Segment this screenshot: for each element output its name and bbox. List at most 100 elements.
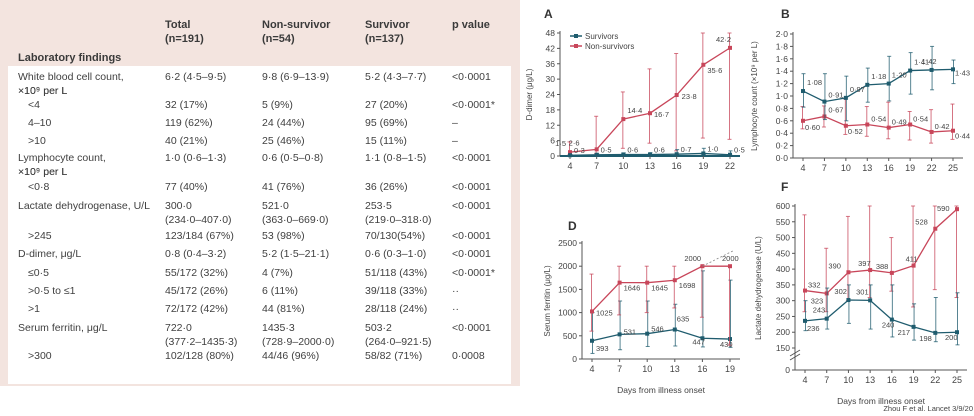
non-survivors-data-label: 0·60 (805, 123, 820, 132)
non-survivors-data-label: 2000 (722, 254, 739, 263)
non-survivors-data-label: 1645 (651, 284, 668, 293)
x-tick-label: 7 (617, 364, 622, 374)
non-survivors-data-label: 323 (811, 296, 824, 305)
citation: Zhou F et al. Lancet 3/9/20 (883, 404, 973, 413)
cell-non-survivor: 53 (98%) (262, 230, 305, 242)
row-label: D-dimer, μg/L (18, 248, 82, 260)
cell-p-value: <0·0001 (452, 181, 491, 193)
y-tick-label: 2500 (558, 238, 577, 248)
row-label: Lymphocyte count, (18, 152, 106, 164)
cell-total: 300·0 (165, 200, 192, 212)
non-survivors-data-label: 1646 (624, 284, 641, 293)
x-tick-label: 4 (589, 364, 594, 374)
x-tick-label: 19 (909, 375, 919, 385)
survivors-point (672, 327, 677, 332)
lab-findings-table: Total (n=191) Non-survivor (n=54) Surviv… (0, 0, 520, 386)
non-survivors-data-label: 1·5 (555, 139, 566, 148)
survivors-data-label: 447 (692, 337, 705, 346)
non-survivors-point (728, 45, 732, 50)
non-survivors-point (955, 207, 959, 212)
cell-total: 119 (62%) (165, 117, 213, 129)
y-tick-label: 350 (776, 280, 790, 290)
legend-survivors-marker (574, 34, 578, 38)
y-tick-label: 0·2 (776, 141, 789, 151)
y-tick-label: 0 (785, 365, 790, 375)
cell-total: 40 (21%) (165, 135, 208, 147)
axis-break-mark (789, 349, 801, 357)
y-tick-label: 48 (546, 28, 556, 38)
row-label-unit: ×10⁹ per L (18, 85, 68, 97)
y-tick-label: 0·0 (776, 153, 789, 163)
survivors-data-label: 236 (807, 324, 820, 333)
cell-total-range: (234·0–407·0) (165, 214, 232, 226)
non-survivors-data-label: 0·42 (935, 122, 950, 131)
cell-non-survivor: 4 (7%) (262, 267, 293, 279)
header-total: Total (n=191) (165, 19, 204, 45)
non-survivors-data-label: 528 (915, 218, 928, 227)
survivors-point (594, 152, 599, 157)
survivors-point (929, 67, 934, 72)
x-tick-label: 25 (952, 375, 962, 385)
non-survivors-point (701, 62, 706, 67)
survivors-data-label: 0·91 (828, 91, 843, 100)
y-tick-label: 0·6 (776, 116, 789, 126)
non-survivors-data-label: 390 (828, 261, 841, 270)
cell-total: 1·0 (0·6–1·3) (165, 152, 227, 164)
x-tick-label: 4 (567, 161, 572, 171)
cell-survivor: 70/130(54%) (365, 230, 426, 242)
non-survivors-point (728, 264, 732, 269)
axis-break-mark (789, 353, 801, 361)
chart-f-ldh: F 0 150 200 250 300 350 400 450 500 550 600 4 7 10 13 16… (754, 180, 973, 413)
cell-non-survivor-range: (363·0–669·0) (262, 214, 329, 226)
cell-non-survivor: 44 (81%) (262, 303, 305, 315)
non-survivors-point (843, 123, 848, 128)
cell-non-survivor: 24 (44%) (262, 117, 305, 129)
chart-a-d-dimer: A 0 6 12 18 24 30 36 42 48 4 7 10 13 16 19 22 D-dimer (μg… (525, 7, 745, 171)
non-survivors-data-label: 332 (808, 281, 821, 290)
row-label: >0·5 to ≤1 (28, 285, 76, 297)
non-survivors-data-label: 0·54 (871, 115, 886, 124)
survivors-point (908, 68, 913, 73)
survivors-data-label: 1·08 (807, 78, 822, 87)
survivors-point (801, 89, 805, 94)
survivors-data-label: 0·97 (850, 85, 865, 94)
cell-non-survivor: 5 (9%) (262, 99, 293, 111)
y-tick-label: 0·4 (776, 128, 789, 138)
non-survivors-data-label: 0·54 (913, 115, 928, 124)
cell-survivor: 5·2 (4·3–7·7) (365, 71, 427, 83)
cell-total: 722·0 (165, 322, 192, 334)
non-survivors-data-label: 590 (937, 204, 950, 213)
non-survivors-data-label: 0·67 (828, 105, 843, 114)
cell-non-survivor: 5·2 (1·5–21·1) (262, 248, 330, 260)
x-tick-label: 19 (725, 364, 735, 374)
y-tick-label: 450 (776, 248, 790, 258)
x-tick-label: 10 (843, 375, 853, 385)
non-survivors-line (804, 208, 958, 295)
non-survivors-data-label: 14·4 (627, 106, 642, 115)
y-tick-label: 24 (546, 90, 556, 100)
cell-p-value: – (452, 117, 458, 129)
y-tick-label: 1·2 (776, 79, 789, 89)
cell-p-value: – (452, 135, 458, 147)
cell-total: 32 (17%) (165, 99, 208, 111)
row-label: >10 (28, 135, 46, 147)
cell-total: 72/172 (42%) (165, 303, 229, 315)
cell-survivor-range: (264·0–921·5) (365, 336, 432, 348)
y-tick-label: 2·0 (776, 29, 789, 39)
survivors-data-label: 0·6 (654, 145, 665, 154)
non-survivors-data-label: 2000 (684, 254, 701, 263)
chart-b-lymphocyte: B 0·0 0·2 0·4 0·6 0·8 1·0 1·2 1·4 1·6 1·8 2·0 4 7 10 13… (750, 7, 970, 173)
x-tick-label: 16 (887, 375, 897, 385)
cell-non-survivor: 41 (76%) (262, 181, 305, 193)
non-survivors-point (865, 122, 870, 127)
survivors-point (951, 67, 955, 72)
cell-non-survivor: 521·0 (262, 200, 289, 212)
panel-label: F (781, 180, 788, 194)
cell-p-value: <0·0001 (452, 71, 491, 83)
cell-p-value: ·· (452, 285, 459, 297)
survivors-point (700, 336, 705, 341)
y-tick-label: 200 (776, 327, 790, 337)
x-tick-label: 16 (697, 364, 707, 374)
cell-survivor-range: (219·0–318·0) (365, 214, 432, 226)
survivors-point (955, 330, 959, 335)
